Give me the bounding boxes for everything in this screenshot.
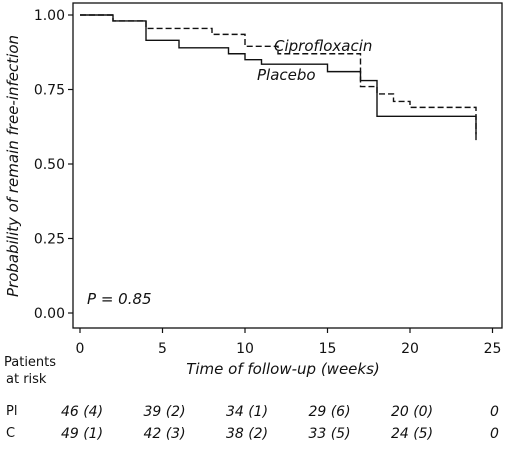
series-label-ciprofloxacin: Ciprofloxacin <box>274 37 372 55</box>
risk-row-pl: Pl 46 (4) 39 (2) 34 (1) 29 (6) 20 (0) 0 <box>0 404 507 422</box>
series-line-ciprofloxacin <box>80 14 477 135</box>
risk-row-c: C 49 (1) 42 (3) 38 (2) 33 (5) 24 (5) 0 <box>0 426 507 444</box>
risk-header-line-2: at risk <box>6 372 47 387</box>
p-value-annotation: P = 0.85 <box>87 290 152 308</box>
risk-cell: 0 <box>490 404 499 420</box>
x-tick-label: 20 <box>401 341 419 357</box>
y-axis-title: Probability of remain free-infection <box>4 35 22 297</box>
x-tick-label: 25 <box>484 341 502 357</box>
series-layer <box>80 14 477 141</box>
risk-cell: 20 (0) <box>390 404 434 420</box>
risk-cell: 34 (1) <box>225 404 269 420</box>
x-tick-label: 10 <box>236 341 254 357</box>
y-axis: 0.00 0.25 0.50 0.75 1.00 <box>34 8 73 322</box>
risk-row-label: C <box>6 426 16 441</box>
series-label-placebo: Placebo <box>257 66 316 84</box>
series-line-placebo <box>80 14 477 141</box>
y-tick-label: 1.00 <box>34 8 65 24</box>
y-tick-label: 0.00 <box>34 306 65 322</box>
x-axis: 0 5 10 15 20 25 <box>76 328 502 357</box>
x-tick-label: 5 <box>158 341 167 357</box>
y-tick-label: 0.25 <box>34 232 65 248</box>
risk-cell: 33 (5) <box>308 426 351 442</box>
risk-cell: 0 <box>490 426 499 442</box>
y-tick-label: 0.75 <box>34 83 65 99</box>
risk-header-line-1: Patients <box>4 355 57 370</box>
x-tick-label: 0 <box>76 341 85 357</box>
x-tick-label: 15 <box>319 341 337 357</box>
risk-table-header: Patients at risk <box>4 354 56 388</box>
risk-cell: 39 (2) <box>143 404 186 420</box>
risk-cell: 46 (4) <box>60 404 104 420</box>
x-axis-title: Time of follow-up (weeks) <box>186 360 380 378</box>
risk-cell: 29 (6) <box>308 404 351 420</box>
plot-frame <box>72 2 503 329</box>
risk-cell: 42 (3) <box>143 426 186 442</box>
risk-cell: 49 (1) <box>60 426 104 442</box>
y-tick-label: 0.50 <box>34 157 65 173</box>
risk-cell: 38 (2) <box>225 426 269 442</box>
risk-cell: 24 (5) <box>390 426 434 442</box>
risk-row-label: Pl <box>6 404 18 419</box>
